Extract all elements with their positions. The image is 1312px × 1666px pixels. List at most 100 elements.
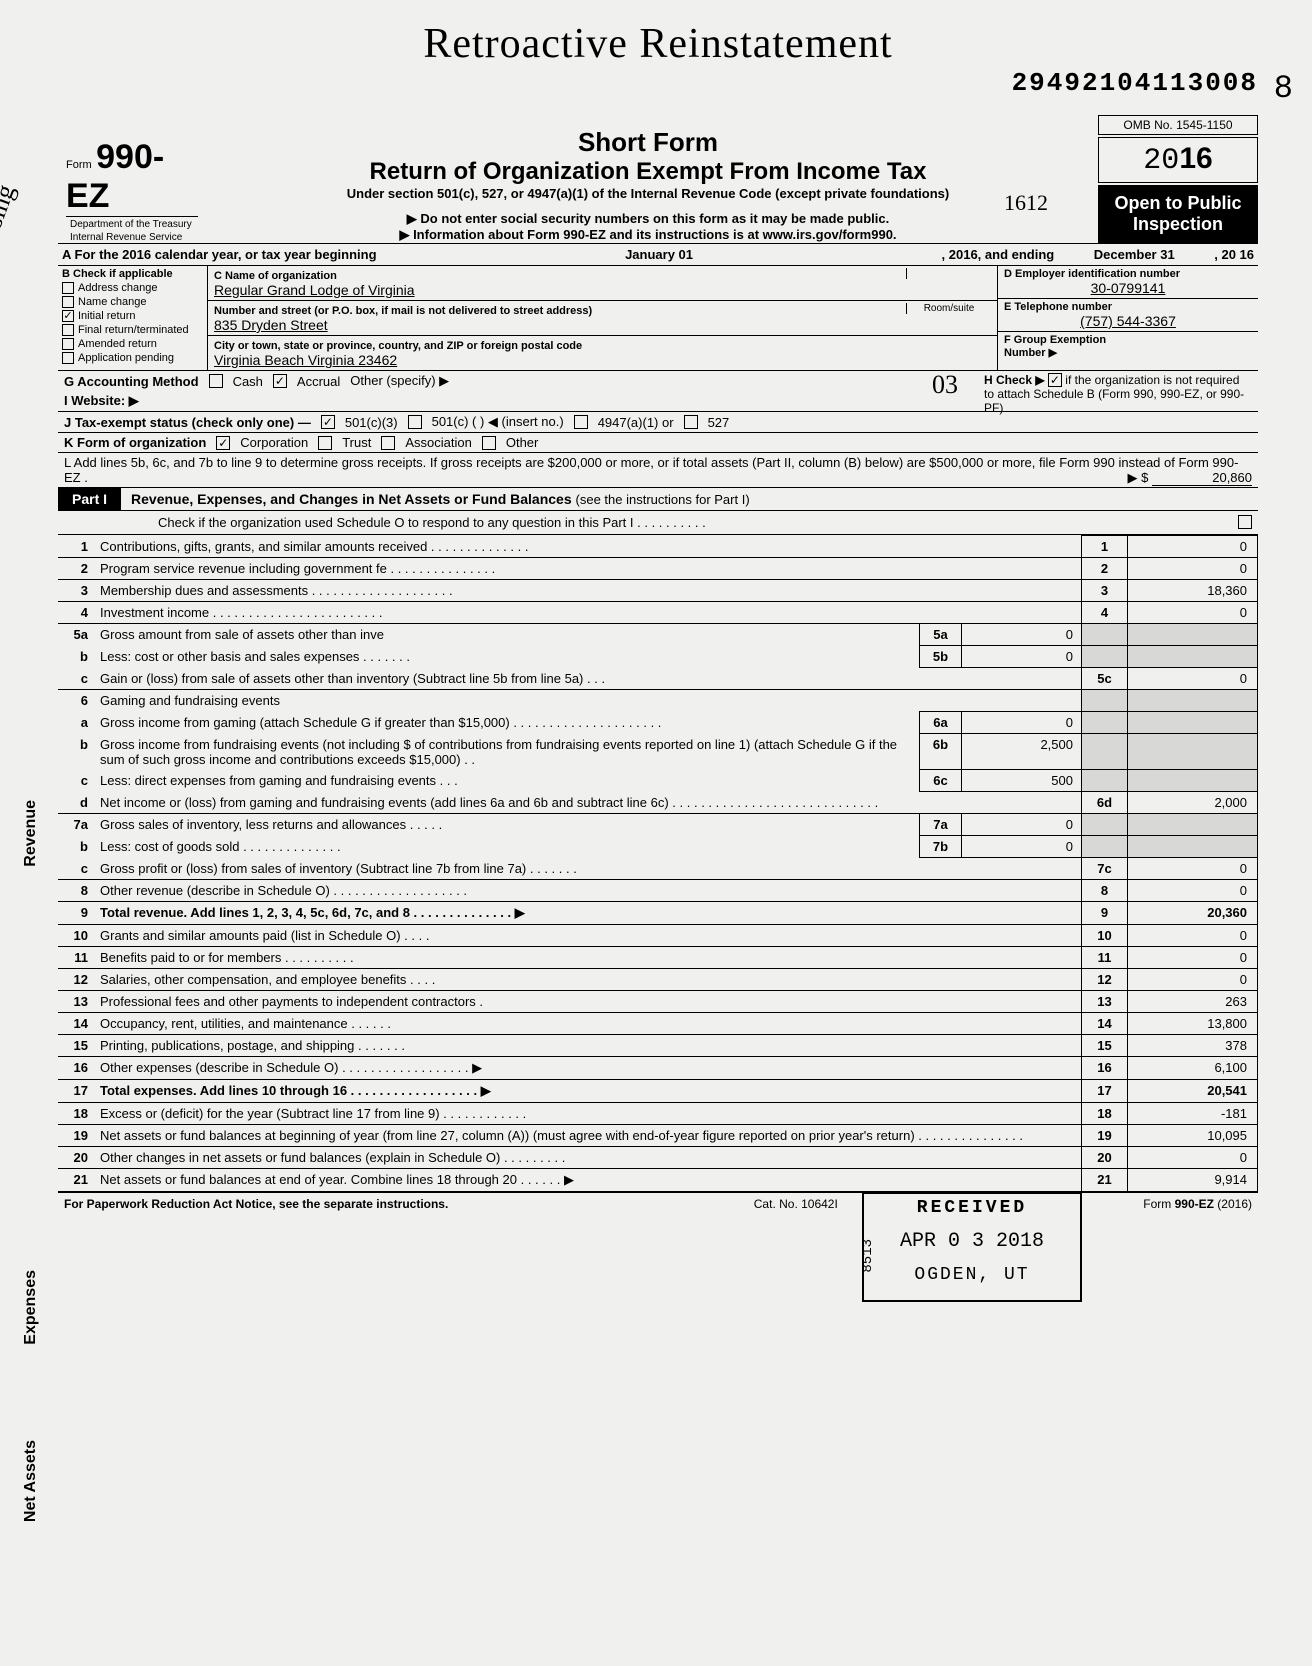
row-val (1128, 770, 1258, 792)
j-527-check[interactable] (684, 415, 698, 429)
row-val: 0 (1128, 947, 1258, 969)
part1-check[interactable] (1238, 515, 1252, 529)
row-desc: Gain or (loss) from sale of assets other… (94, 668, 1082, 690)
k-trust-check[interactable] (318, 436, 332, 450)
l-arrow: ▶ $ (1128, 470, 1149, 485)
main-table: 1 Contributions, gifts, grants, and simi… (58, 535, 1258, 1192)
row-midbox: 5a (920, 624, 962, 646)
e-label: E Telephone number (1004, 301, 1252, 313)
checkbox[interactable] (62, 296, 74, 308)
row-num: 12 (58, 969, 94, 991)
row-val: 10,095 (1128, 1125, 1258, 1147)
under-text: Under section 501(c), 527, or 4947(a)(1)… (198, 186, 1098, 201)
row-num: 15 (58, 1035, 94, 1057)
i-label: I Website: ▶ (64, 393, 139, 409)
l-text: L Add lines 5b, 6c, and 7b to line 9 to … (64, 455, 1238, 485)
row-val: 0 (1128, 969, 1258, 991)
row-val (1128, 814, 1258, 836)
form-number-box: Form 990-EZ Department of the Treasury I… (58, 98, 198, 243)
checkbox[interactable] (62, 352, 74, 364)
stamp-id: 29492104113008 (58, 68, 1258, 98)
hw-1612: 1612 (1004, 190, 1048, 216)
ghijkl: G Accounting Method Cash ✓Accrual Other … (58, 371, 1258, 487)
k-assoc-check[interactable] (381, 436, 395, 450)
c-street-label: Number and street (or P.O. box, if mail … (214, 305, 592, 317)
received-side: 8513 (860, 1239, 876, 1273)
k-other: Other (506, 435, 539, 450)
k-other-check[interactable] (482, 436, 496, 450)
row-box (1082, 624, 1128, 646)
row-box: 20 (1082, 1147, 1128, 1169)
row-val: 0 (1128, 858, 1258, 880)
row-box: 7c (1082, 858, 1128, 880)
row-val: 0 (1128, 558, 1258, 580)
row-num: 11 (58, 947, 94, 969)
checkbox[interactable] (62, 282, 74, 294)
checkbox[interactable] (62, 338, 74, 350)
d-val: 30-0799141 (1004, 280, 1252, 296)
row-desc: Professional fees and other payments to … (94, 991, 1082, 1013)
row-box: 14 (1082, 1013, 1128, 1035)
j-4947-check[interactable] (574, 415, 588, 429)
row-num: 2 (58, 558, 94, 580)
c-name-label: C Name of organization (214, 270, 337, 282)
row-box: 8 (1082, 880, 1128, 902)
h-label: H Check ▶ (984, 373, 1045, 387)
row-desc: Net assets or fund balances at end of ye… (94, 1169, 1082, 1192)
row-num: b (58, 646, 94, 668)
f-label: F Group Exemption (1004, 334, 1252, 346)
row-desc: Investment income . . . . . . . . . . . … (94, 602, 1082, 624)
row-box (1082, 770, 1128, 792)
row-val (1128, 836, 1258, 858)
row-val (1128, 646, 1258, 668)
part1-checkline: Check if the organization used Schedule … (58, 511, 1258, 535)
row-val: 0 (1128, 602, 1258, 624)
k-label: K Form of organization (64, 435, 206, 450)
j-c3-check[interactable]: ✓ (321, 415, 335, 429)
row-num: 19 (58, 1125, 94, 1147)
row-box: 15 (1082, 1035, 1128, 1057)
row-desc: Net assets or fund balances at beginning… (94, 1125, 1082, 1147)
j-c-check[interactable] (408, 415, 422, 429)
check-label: Name change (78, 296, 147, 308)
row-num: 8 (58, 880, 94, 902)
checkbox[interactable]: ✓ (62, 310, 74, 322)
g-other: Other (specify) ▶ (350, 373, 449, 389)
k-corp-check[interactable]: ✓ (216, 436, 230, 450)
col-c: C Name of organization Regular Grand Lod… (208, 266, 998, 370)
received-stamp: RECEIVED APR 0 3 2018 OGDEN, UT 8513 (862, 1192, 1082, 1302)
h-check[interactable]: ✓ (1048, 373, 1062, 387)
row-box (1082, 836, 1128, 858)
info-text: ▶ Information about Form 990-EZ and its … (198, 227, 1098, 243)
row-val: 0 (1128, 1147, 1258, 1169)
row-num: 20 (58, 1147, 94, 1169)
row-val: 0 (1128, 925, 1258, 947)
e-val: (757) 544-3367 (1004, 313, 1252, 329)
line-a-mid: , 2016, and ending (942, 247, 1055, 262)
checkbox[interactable] (62, 324, 74, 336)
footer-right: Form 990-EZ (2016) (1143, 1197, 1252, 1211)
row-midbox: 5b (920, 646, 962, 668)
room-suite-label: Room/suite (906, 303, 991, 314)
side-revenue: Revenue (22, 800, 40, 867)
line-a-endy: , 20 16 (1214, 247, 1254, 262)
row-desc: Other expenses (describe in Schedule O) … (94, 1057, 1082, 1080)
row-box (1082, 712, 1128, 734)
g-accrual-check[interactable]: ✓ (273, 374, 287, 388)
d-label: D Employer identification number (1004, 268, 1252, 280)
k-assoc: Association (405, 435, 471, 450)
g-cash-check[interactable] (209, 374, 223, 388)
row-desc: Other changes in net assets or fund bala… (94, 1147, 1082, 1169)
line-a-endm: December 31 (1054, 247, 1214, 262)
row-desc: Program service revenue including govern… (94, 558, 1082, 580)
b-check-item: Amended return (62, 338, 203, 350)
row-val: 13,800 (1128, 1013, 1258, 1035)
footer-left: For Paperwork Reduction Act Notice, see … (64, 1197, 448, 1211)
row-box: 10 (1082, 925, 1128, 947)
row-box (1082, 734, 1128, 770)
k-corp: Corporation (240, 435, 308, 450)
hw-postmark: Postmark Missing (0, 181, 21, 368)
row-num: 7a (58, 814, 94, 836)
row-box: 9 (1082, 902, 1128, 925)
g-accrual: Accrual (297, 374, 340, 389)
